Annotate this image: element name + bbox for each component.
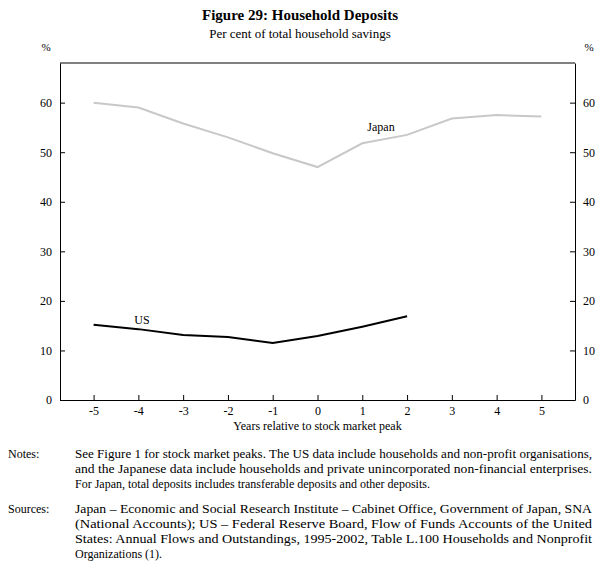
tick-mark: [60, 103, 65, 104]
tick-mark: [497, 395, 498, 400]
tick: 50: [570, 146, 595, 160]
axis: -5 -4 -3 -2 -1 0 1 2 3 4 5: [61, 395, 576, 418]
notes-line: and the Japanese data include households…: [75, 462, 592, 476]
series-lines: [94, 103, 542, 343]
tick-mark: [570, 350, 575, 351]
tick: 60: [570, 96, 595, 110]
tick-mark: [570, 152, 575, 153]
tick-label: 1: [360, 404, 366, 418]
tick-mark: [452, 395, 453, 400]
tick-label: 0: [583, 393, 589, 407]
tick: 1: [360, 395, 366, 418]
plot-area: 0 10 20 30 40 50 60 0 10 20 30 40 50 60 -5 -4 -3 -2 -1 0 1 2 3…: [40, 63, 595, 418]
tick: -3: [179, 395, 189, 418]
tick-mark: [318, 395, 319, 400]
sources-line: (National Accounts); US – Federal Reserv…: [75, 517, 592, 531]
tick-label: 10: [40, 344, 52, 358]
tick: 2: [405, 395, 411, 418]
tick-mark: [60, 350, 65, 351]
tick-label: -3: [179, 404, 189, 418]
sources-line: States: Annual Flows and Outstandings, 1…: [75, 532, 593, 546]
subtitle: Per cent of total household savings: [209, 26, 391, 41]
x-axis-title: Years relative to stock market peak: [233, 419, 401, 433]
sources-label: Sources:: [8, 502, 49, 516]
tick-label: 3: [449, 404, 455, 418]
y-unit-left: %: [41, 41, 50, 53]
tick-label: 5: [539, 404, 545, 418]
notes-line: See Figure 1 for stock market peaks. The…: [75, 447, 592, 461]
tick-mark: [60, 251, 65, 252]
tick-label: -1: [268, 404, 278, 418]
title: Figure 29: Household Deposits: [202, 7, 398, 23]
tick-label: 50: [40, 146, 52, 160]
tick-mark: [570, 251, 575, 252]
axis: 0 10 20 30 40 50 60: [570, 64, 595, 408]
tick: 0: [315, 395, 321, 418]
tick-label: 2: [405, 404, 411, 418]
series-line: [94, 103, 542, 167]
tick-mark: [228, 395, 229, 400]
tick: -4: [134, 395, 144, 418]
axis: 0 10 20 30 40 50 60: [40, 64, 65, 408]
tick-label: 60: [583, 96, 595, 110]
tick: 50: [40, 146, 65, 160]
tick: -5: [89, 395, 99, 418]
tick-label: 30: [583, 245, 595, 259]
tick-mark: [94, 395, 95, 400]
tick-mark: [362, 395, 363, 400]
tick: 40: [40, 195, 65, 209]
tick-mark: [273, 395, 274, 400]
tick-mark: [570, 301, 575, 302]
axis-line: [61, 400, 576, 401]
series-label: US: [134, 313, 149, 327]
frame-top: [60, 63, 575, 64]
tick-label: 4: [494, 404, 500, 418]
tick-label: 20: [583, 294, 595, 308]
tick: 3: [449, 395, 455, 418]
axis-line: [60, 64, 61, 401]
tick: 10: [570, 344, 595, 358]
axis-line: [575, 64, 576, 401]
notes-line: For Japan, total deposits includes trans…: [75, 477, 430, 491]
tick: 4: [494, 395, 500, 418]
sources-line: Japan – Economic and Social Research Ins…: [75, 502, 592, 516]
tick-label: 0: [46, 393, 52, 407]
tick: -1: [268, 395, 278, 418]
tick: 20: [570, 294, 595, 308]
tick-label: 30: [40, 245, 52, 259]
tick: 30: [570, 245, 595, 259]
tick-label: 0: [315, 404, 321, 418]
chart: Figure 29: Household Deposits Per cent of…: [0, 0, 600, 580]
tick: 30: [40, 245, 65, 259]
tick: 10: [40, 344, 65, 358]
series-label: Japan: [367, 120, 394, 134]
tick-mark: [183, 395, 184, 400]
tick-label: 60: [40, 96, 52, 110]
tick-label: -5: [89, 404, 99, 418]
tick-mark: [60, 152, 65, 153]
tick: 20: [40, 294, 65, 308]
tick-mark: [570, 202, 575, 203]
tick-mark: [60, 301, 65, 302]
tick: -2: [223, 395, 233, 418]
tick: 40: [570, 195, 595, 209]
tick-label: 20: [40, 294, 52, 308]
tick-mark: [138, 395, 139, 400]
tick-label: 40: [40, 195, 52, 209]
tick-label: -4: [134, 404, 144, 418]
tick-mark: [541, 395, 542, 400]
tick-label: 10: [583, 344, 595, 358]
tick: 5: [539, 395, 545, 418]
y-unit-right: %: [584, 41, 593, 53]
tick-label: 40: [583, 195, 595, 209]
tick-mark: [407, 395, 408, 400]
tick-mark: [60, 202, 65, 203]
sources-line: Organizations (1).: [75, 547, 162, 561]
tick: 60: [40, 96, 65, 110]
tick-label: 50: [583, 146, 595, 160]
tick-mark: [570, 103, 575, 104]
tick-label: -2: [223, 404, 233, 418]
notes-label: Notes:: [8, 447, 39, 461]
